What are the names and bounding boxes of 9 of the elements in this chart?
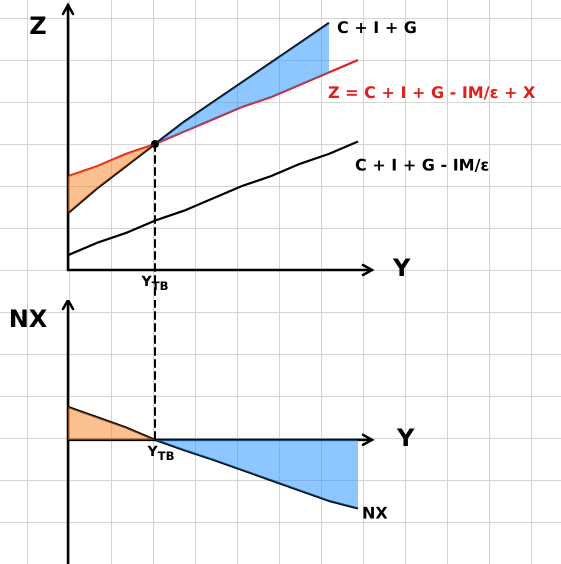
y-axis-title: NX xyxy=(8,305,48,334)
series-label: Z = C + I + G - IM/ε + X xyxy=(328,83,536,102)
x-axis-title: Y xyxy=(392,254,411,282)
x-axis-title: Y xyxy=(396,424,415,452)
series-label: NX xyxy=(362,504,388,523)
series-label: C + I + G xyxy=(337,18,417,38)
annotation: Y$_{TB}$ xyxy=(148,444,174,464)
y-axis-title: Z xyxy=(29,12,47,40)
series-label: C + I + G - IM/ε xyxy=(355,156,490,175)
